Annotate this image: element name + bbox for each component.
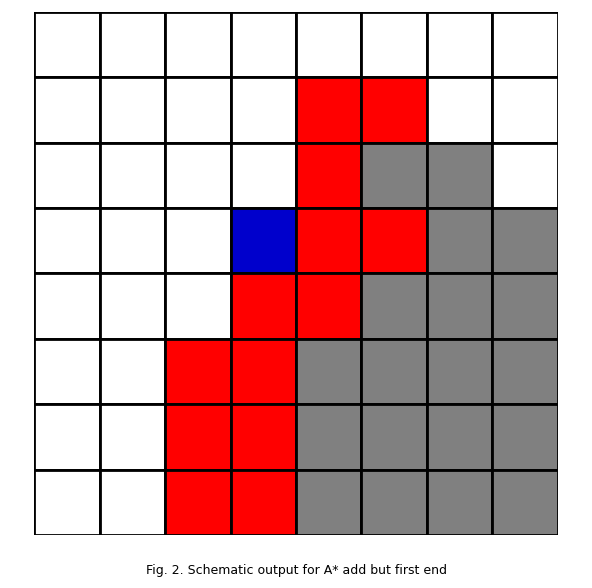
Bar xyxy=(361,208,427,273)
Bar xyxy=(165,339,231,405)
Bar xyxy=(231,470,296,535)
Bar xyxy=(492,470,558,535)
Bar xyxy=(361,470,427,535)
Bar xyxy=(361,77,427,142)
Bar xyxy=(492,142,558,208)
Bar xyxy=(231,12,296,77)
Bar xyxy=(100,339,165,405)
Bar xyxy=(492,208,558,273)
Bar xyxy=(34,142,100,208)
Bar xyxy=(165,77,231,142)
Bar xyxy=(427,405,492,470)
Bar xyxy=(34,77,100,142)
Bar xyxy=(427,12,492,77)
Bar xyxy=(34,273,100,339)
Bar xyxy=(100,77,165,142)
Bar xyxy=(165,405,231,470)
Bar xyxy=(296,273,361,339)
Bar xyxy=(100,470,165,535)
Bar xyxy=(34,405,100,470)
Bar xyxy=(427,273,492,339)
Bar xyxy=(492,405,558,470)
Bar xyxy=(361,12,427,77)
Bar xyxy=(231,208,296,273)
Bar xyxy=(296,339,361,405)
Bar xyxy=(100,142,165,208)
Bar xyxy=(427,208,492,273)
Bar xyxy=(34,208,100,273)
Bar xyxy=(296,208,361,273)
Bar xyxy=(492,12,558,77)
Bar xyxy=(492,77,558,142)
Bar xyxy=(34,470,100,535)
Bar xyxy=(427,339,492,405)
Bar xyxy=(296,142,361,208)
Bar xyxy=(296,470,361,535)
Bar xyxy=(361,405,427,470)
Bar xyxy=(492,273,558,339)
Bar xyxy=(231,273,296,339)
Bar xyxy=(361,273,427,339)
Bar xyxy=(231,339,296,405)
Bar xyxy=(100,12,165,77)
Bar xyxy=(165,142,231,208)
Bar xyxy=(34,339,100,405)
Bar xyxy=(492,339,558,405)
Bar xyxy=(165,273,231,339)
Bar xyxy=(34,12,100,77)
Bar xyxy=(427,470,492,535)
Bar xyxy=(165,470,231,535)
Bar xyxy=(165,12,231,77)
Bar xyxy=(100,405,165,470)
Bar xyxy=(100,208,165,273)
Bar xyxy=(100,273,165,339)
Bar xyxy=(296,405,361,470)
Bar xyxy=(296,12,361,77)
Bar xyxy=(361,142,427,208)
Bar xyxy=(296,77,361,142)
Bar xyxy=(427,142,492,208)
Bar xyxy=(231,142,296,208)
Bar xyxy=(165,208,231,273)
Bar xyxy=(231,405,296,470)
Bar xyxy=(231,77,296,142)
Bar xyxy=(361,339,427,405)
Text: Fig. 2. Schematic output for A* add but first end: Fig. 2. Schematic output for A* add but … xyxy=(146,564,446,577)
Bar xyxy=(427,77,492,142)
